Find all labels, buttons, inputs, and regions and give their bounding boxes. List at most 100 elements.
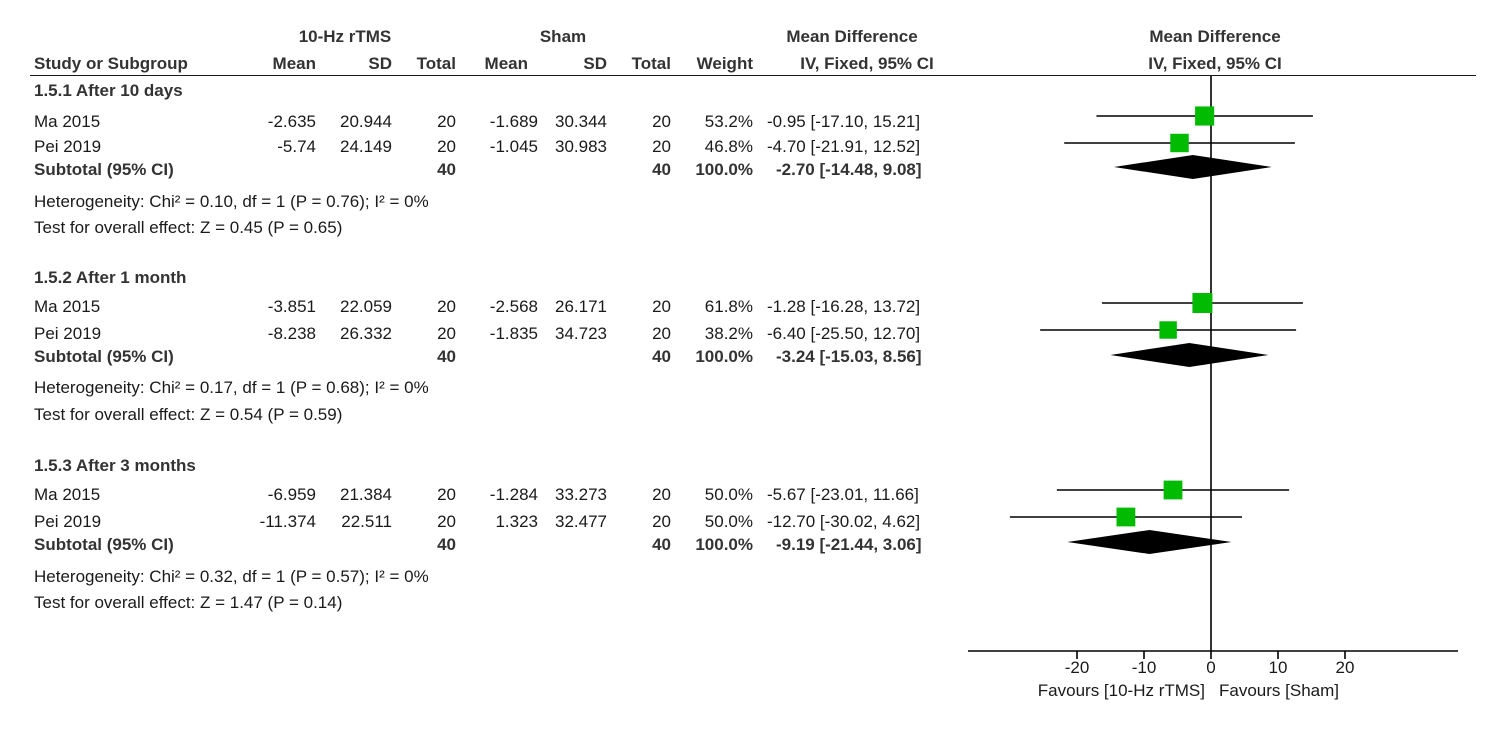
study-ci: -4.70 [-21.91, 12.52] [767, 137, 921, 156]
study-sd1: 20.944 [340, 112, 392, 131]
study-mean2: -1.835 [489, 324, 538, 343]
study-sd1: 22.059 [340, 297, 392, 316]
group1-header: 10-Hz rTMS [298, 27, 392, 46]
study-mean2: -2.568 [489, 297, 538, 316]
x-tick-label: -10 [1132, 658, 1157, 677]
study-mean1: -6.959 [267, 485, 316, 504]
study-point [1195, 106, 1215, 126]
study-point [1116, 507, 1136, 527]
header-rule [30, 75, 1476, 76]
study-sd1: 24.149 [340, 137, 392, 156]
study-sd2: 30.344 [555, 112, 607, 131]
favours-right-label: Favours [Sham] [1219, 681, 1339, 700]
col-study-header: Study or Subgroup [34, 54, 188, 73]
overall-effect-text: Test for overall effect: Z = 1.47 (P = 0… [34, 593, 343, 612]
subtotal-ci: -3.24 [-15.03, 8.56] [776, 347, 922, 366]
study-ci: -5.67 [-23.01, 11.66] [767, 485, 919, 504]
study-mean1: -11.374 [259, 512, 316, 531]
study-sd1: 21.384 [340, 485, 392, 504]
study-name: Ma 2015 [34, 297, 101, 316]
study-sd2: 34.723 [555, 324, 607, 343]
overall-effect-text: Test for overall effect: Z = 0.45 (P = 0… [34, 218, 343, 237]
subtotal-label: Subtotal (95% CI) [34, 160, 174, 179]
subtotal-ci: -2.70 [-14.48, 9.08] [776, 160, 922, 179]
summary-diamond [1113, 155, 1272, 179]
study-weight: 50.0% [704, 512, 753, 531]
subtotal-total2: 40 [652, 347, 671, 366]
study-mean2: -1.284 [489, 485, 538, 504]
study-mean1: -3.851 [267, 297, 316, 316]
summary-diamond [1067, 530, 1232, 554]
study-weight: 46.8% [704, 137, 753, 156]
subgroup-title: 1.5.1 After 10 days [34, 81, 183, 100]
subtotal-total2: 40 [652, 160, 671, 179]
study-name: Pei 2019 [34, 137, 102, 156]
study-name: Pei 2019 [34, 324, 102, 343]
study-mean1: -8.238 [267, 324, 316, 343]
col-total2-header: Total [631, 54, 671, 73]
study-mean1: -5.74 [277, 137, 316, 156]
overall-effect-text: Test for overall effect: Z = 0.54 (P = 0… [34, 405, 343, 424]
col-sd2-header: SD [583, 54, 607, 73]
study-weight: 38.2% [704, 324, 753, 343]
study-ci: -1.28 [-16.28, 13.72] [767, 297, 921, 316]
favours-left-label: Favours [10-Hz rTMS] [1038, 681, 1205, 700]
study-point [1159, 321, 1177, 339]
study-total1: 20 [437, 324, 456, 343]
study-sd2: 26.171 [555, 297, 607, 316]
study-total2: 20 [652, 112, 671, 131]
subtotal-total1: 40 [437, 535, 456, 554]
heterogeneity-text: Heterogeneity: Chi² = 0.17, df = 1 (P = … [34, 378, 429, 397]
subtotal-weight: 100.0% [695, 535, 753, 554]
group2-header: Sham [539, 27, 587, 46]
study-point [1163, 480, 1183, 500]
x-tick-label: 10 [1269, 658, 1288, 677]
effect-header: Mean Difference [786, 27, 918, 46]
study-total2: 20 [652, 137, 671, 156]
subtotal-weight: 100.0% [695, 347, 753, 366]
plot-method-header: IV, Fixed, 95% CI [1148, 54, 1282, 73]
study-total2: 20 [652, 512, 671, 531]
study-weight: 53.2% [704, 112, 753, 131]
col-effect-header: IV, Fixed, 95% CI [800, 54, 934, 73]
subtotal-total1: 40 [437, 160, 456, 179]
study-total1: 20 [437, 137, 456, 156]
study-mean2: -1.689 [489, 112, 538, 131]
study-point [1192, 293, 1213, 313]
study-weight: 61.8% [704, 297, 753, 316]
x-tick-label: 0 [1206, 658, 1215, 677]
study-mean1: -2.635 [267, 112, 316, 131]
study-sd1: 22.511 [341, 512, 392, 531]
study-total1: 20 [437, 485, 456, 504]
study-total1: 20 [437, 297, 456, 316]
subtotal-total1: 40 [437, 347, 456, 366]
summary-diamond [1110, 343, 1269, 367]
study-sd1: 26.332 [340, 324, 392, 343]
study-ci: -0.95 [-17.10, 15.21] [767, 112, 921, 131]
study-ci: -6.40 [-25.50, 12.70] [767, 324, 921, 343]
col-weight-header: Weight [696, 54, 753, 73]
study-sd2: 33.273 [555, 485, 607, 504]
study-sd2: 30.983 [555, 137, 607, 156]
study-name: Ma 2015 [34, 485, 101, 504]
x-tick-label: -20 [1065, 658, 1090, 677]
subtotal-total2: 40 [652, 535, 671, 554]
subtotal-ci: -9.19 [-21.44, 3.06] [776, 535, 922, 554]
heterogeneity-text: Heterogeneity: Chi² = 0.32, df = 1 (P = … [34, 567, 429, 586]
col-mean1-header: Mean [272, 54, 316, 73]
study-point [1170, 133, 1189, 153]
study-total2: 20 [652, 324, 671, 343]
study-total2: 20 [652, 297, 671, 316]
study-total2: 20 [652, 485, 671, 504]
col-mean2-header: Mean [484, 54, 528, 73]
subtotal-weight: 100.0% [695, 160, 753, 179]
plot-header: Mean Difference [1149, 27, 1281, 46]
col-sd1-header: SD [368, 54, 392, 73]
subtotal-label: Subtotal (95% CI) [34, 347, 174, 366]
study-name: Ma 2015 [34, 112, 101, 131]
study-ci: -12.70 [-30.02, 4.62] [767, 512, 921, 531]
subgroup-title: 1.5.2 After 1 month [34, 268, 187, 287]
study-name: Pei 2019 [34, 512, 102, 531]
heterogeneity-text: Heterogeneity: Chi² = 0.10, df = 1 (P = … [34, 192, 429, 211]
